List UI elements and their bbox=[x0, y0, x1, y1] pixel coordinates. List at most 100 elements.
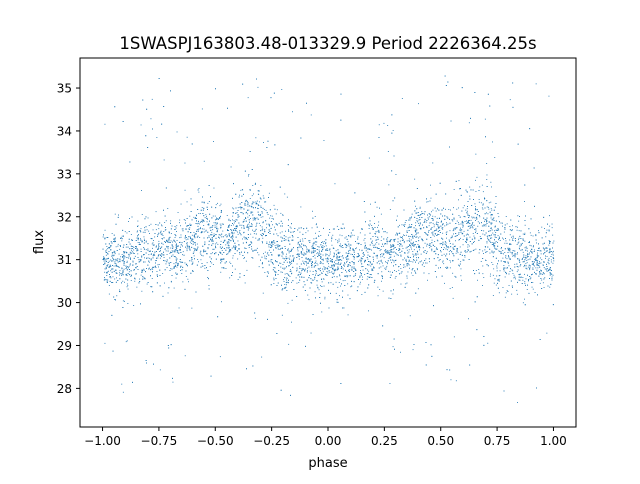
data-point bbox=[429, 261, 430, 263]
data-point bbox=[126, 269, 128, 271]
data-point bbox=[409, 244, 411, 246]
data-point bbox=[432, 234, 434, 236]
data-point bbox=[243, 219, 245, 221]
data-point bbox=[154, 254, 156, 256]
data-point bbox=[341, 235, 343, 237]
data-point bbox=[367, 276, 369, 278]
data-point bbox=[196, 230, 197, 232]
data-point bbox=[459, 246, 461, 248]
data-point bbox=[371, 241, 373, 243]
data-point bbox=[119, 261, 121, 263]
data-point bbox=[452, 247, 454, 249]
data-point bbox=[221, 250, 223, 251]
data-point bbox=[520, 276, 521, 278]
data-point bbox=[508, 255, 509, 256]
data-point bbox=[115, 269, 117, 271]
data-point bbox=[182, 266, 184, 268]
data-point bbox=[348, 258, 350, 260]
data-point bbox=[509, 249, 511, 251]
data-point bbox=[536, 254, 538, 256]
data-point bbox=[404, 266, 406, 268]
data-point bbox=[473, 241, 475, 242]
data-point bbox=[387, 125, 389, 126]
data-point bbox=[292, 255, 294, 257]
data-point bbox=[185, 270, 187, 272]
data-point bbox=[462, 222, 464, 224]
data-point bbox=[407, 262, 409, 264]
data-point bbox=[201, 231, 203, 232]
data-point bbox=[339, 263, 341, 265]
data-point bbox=[354, 254, 355, 255]
data-point bbox=[443, 249, 444, 250]
data-point bbox=[494, 226, 496, 228]
data-point bbox=[324, 298, 326, 300]
data-point bbox=[466, 233, 468, 235]
data-point bbox=[423, 266, 425, 267]
data-point bbox=[315, 274, 316, 276]
data-point bbox=[329, 267, 331, 268]
data-point bbox=[444, 225, 446, 227]
data-point bbox=[144, 231, 146, 233]
data-point bbox=[271, 242, 272, 243]
data-point bbox=[395, 234, 397, 236]
data-point bbox=[385, 269, 387, 270]
data-point bbox=[390, 259, 392, 261]
data-point bbox=[170, 268, 172, 270]
data-point bbox=[278, 245, 280, 247]
data-point bbox=[377, 273, 379, 275]
data-point bbox=[252, 203, 254, 205]
data-point bbox=[111, 268, 112, 270]
data-point bbox=[534, 292, 536, 293]
data-point bbox=[244, 238, 246, 240]
data-point bbox=[173, 263, 175, 265]
data-point bbox=[367, 254, 369, 256]
data-point bbox=[503, 265, 505, 266]
data-point bbox=[233, 246, 235, 248]
data-point bbox=[137, 253, 139, 255]
data-point bbox=[311, 252, 312, 254]
data-point bbox=[128, 238, 130, 240]
data-point bbox=[264, 201, 266, 203]
data-point bbox=[343, 307, 345, 309]
data-point bbox=[391, 170, 393, 172]
data-point bbox=[426, 234, 428, 236]
data-point bbox=[428, 273, 430, 275]
data-point bbox=[535, 273, 537, 274]
data-point bbox=[332, 265, 334, 267]
data-point bbox=[247, 226, 249, 228]
data-point bbox=[289, 276, 291, 277]
data-point bbox=[503, 261, 505, 262]
data-point bbox=[336, 299, 338, 301]
data-point bbox=[338, 253, 340, 254]
data-point bbox=[356, 242, 358, 244]
data-point bbox=[371, 263, 372, 265]
data-point bbox=[241, 202, 243, 203]
data-point bbox=[169, 236, 171, 238]
data-point bbox=[416, 236, 418, 238]
data-point bbox=[478, 269, 480, 270]
data-point bbox=[290, 269, 291, 271]
data-point bbox=[378, 224, 379, 226]
data-point bbox=[269, 243, 271, 245]
data-point bbox=[493, 268, 495, 270]
data-point bbox=[285, 286, 287, 288]
data-point bbox=[306, 248, 308, 250]
data-point bbox=[346, 260, 348, 262]
data-point bbox=[139, 243, 141, 245]
data-point bbox=[192, 241, 194, 243]
data-point bbox=[319, 292, 321, 294]
data-point bbox=[522, 261, 524, 263]
data-point bbox=[389, 271, 391, 273]
data-point bbox=[387, 250, 389, 252]
data-point bbox=[548, 269, 550, 271]
data-point bbox=[240, 208, 242, 210]
data-point bbox=[524, 282, 526, 284]
data-point bbox=[442, 260, 444, 262]
data-point bbox=[318, 236, 320, 237]
data-point bbox=[186, 248, 188, 250]
data-point bbox=[198, 213, 200, 214]
data-point bbox=[419, 207, 421, 209]
data-point bbox=[266, 235, 267, 236]
data-point bbox=[548, 230, 550, 232]
data-point bbox=[524, 234, 526, 235]
